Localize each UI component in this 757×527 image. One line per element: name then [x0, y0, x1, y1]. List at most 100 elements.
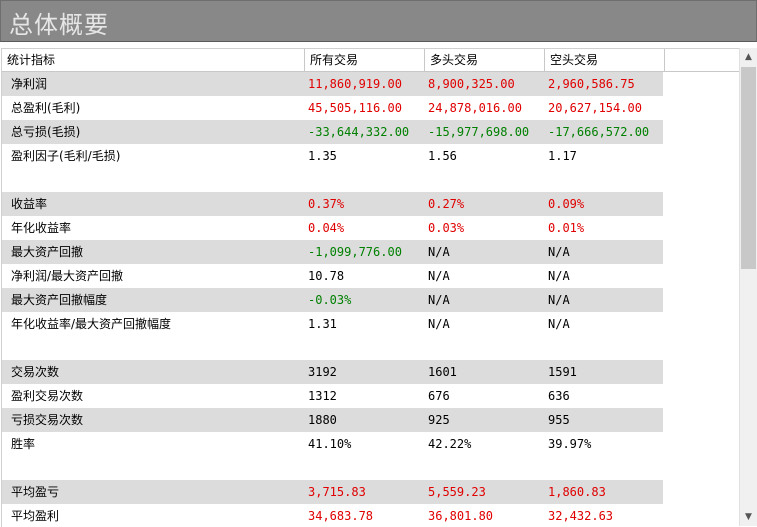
row-label: 亏损交易次数 — [11, 413, 84, 427]
table-header: 统计指标 所有交易 多头交易 空头交易 — [2, 49, 739, 72]
value-long-trades: 1601 — [428, 365, 457, 379]
table-row[interactable]: 净利润/最大资产回撤 10.78 N/A N/A — [2, 264, 739, 288]
table-row[interactable]: 胜率 41.10% 42.22% 39.97% — [2, 432, 739, 456]
table-spacer-row — [2, 336, 739, 360]
column-header-long-trades[interactable]: 多头交易 — [425, 49, 545, 71]
value-short-trades: 0.09% — [548, 197, 585, 211]
table-row[interactable]: 总盈利(毛利) 45,505,116.00 24,878,016.00 20,627,… — [2, 96, 739, 120]
value-short-trades: N/A — [548, 293, 570, 307]
scroll-thumb[interactable] — [741, 67, 756, 269]
value-all-trades: 1880 — [308, 413, 337, 427]
table-row[interactable]: 年化收益率 0.04% 0.03% 0.01% — [2, 216, 739, 240]
value-all-trades: 1.35 — [308, 149, 337, 163]
row-background — [2, 120, 663, 144]
value-long-trades: 8,900,325.00 — [428, 77, 515, 91]
value-all-trades: 34,683.78 — [308, 509, 374, 523]
value-long-trades: N/A — [428, 293, 450, 307]
table-row[interactable]: 最大资产回撤 -1,099,776.00 N/A N/A — [2, 240, 739, 264]
value-all-trades: 1312 — [308, 389, 337, 403]
table-row[interactable]: 净利润 11,860,919.00 8,900,325.00 2,960,586.75 — [2, 72, 739, 96]
value-all-trades: 45,505,116.00 — [308, 101, 402, 115]
table-row[interactable]: 最大资产回撤幅度 -0.03% N/A N/A — [2, 288, 739, 312]
table-spacer-row — [2, 168, 739, 192]
value-all-trades: 0.37% — [308, 197, 345, 211]
value-short-trades: N/A — [548, 245, 570, 259]
value-long-trades: 5,559.23 — [428, 485, 486, 499]
value-short-trades: 39.97% — [548, 437, 592, 451]
value-long-trades: 1.56 — [428, 149, 457, 163]
value-short-trades: 1591 — [548, 365, 577, 379]
row-label: 最大资产回撤幅度 — [11, 293, 108, 307]
row-background — [2, 480, 663, 504]
column-header-all-trades[interactable]: 所有交易 — [305, 49, 425, 71]
row-label: 总盈利(毛利) — [11, 101, 81, 115]
row-label: 净利润 — [11, 77, 48, 91]
table-row[interactable]: 盈利交易次数 1312 676 636 — [2, 384, 739, 408]
title-bar: 总体概要 — [0, 0, 757, 42]
table-row[interactable]: 平均盈亏 3,715.83 5,559.23 1,860.83 — [2, 480, 739, 504]
value-short-trades: 20,627,154.00 — [548, 101, 642, 115]
summary-table: 统计指标 所有交易 多头交易 空头交易 净利润 11,860,919.00 8,90… — [1, 48, 739, 527]
row-label: 平均盈亏 — [11, 485, 60, 499]
row-background — [2, 192, 663, 216]
table-row[interactable]: 平均盈利 34,683.78 36,801.80 32,432.63 — [2, 504, 739, 527]
value-long-trades: 0.03% — [428, 221, 465, 235]
table-row[interactable]: 总亏损(毛损) -33,644,332.00 -15,977,698.00 -17,6… — [2, 120, 739, 144]
value-long-trades: 42.22% — [428, 437, 472, 451]
column-header-short-trades[interactable]: 空头交易 — [545, 49, 665, 71]
row-label: 盈利因子(毛利/毛损) — [11, 149, 121, 163]
value-long-trades: N/A — [428, 317, 450, 331]
value-all-trades: 3,715.83 — [308, 485, 366, 499]
row-label: 最大资产回撤 — [11, 245, 84, 259]
value-all-trades: 0.04% — [308, 221, 345, 235]
row-label: 盈利交易次数 — [11, 389, 84, 403]
value-short-trades: 636 — [548, 389, 570, 403]
vertical-scrollbar[interactable]: ▲ ▼ — [739, 48, 757, 526]
value-long-trades: 925 — [428, 413, 450, 427]
page-title: 总体概要 — [9, 11, 109, 39]
row-label: 年化收益率/最大资产回撤幅度 — [11, 317, 172, 331]
row-label: 年化收益率 — [11, 221, 72, 235]
value-all-trades: 3192 — [308, 365, 337, 379]
value-long-trades: N/A — [428, 269, 450, 283]
value-short-trades: -17,666,572.00 — [548, 125, 650, 139]
value-all-trades: 11,860,919.00 — [308, 77, 402, 91]
scroll-up-icon[interactable]: ▲ — [745, 52, 752, 62]
value-short-trades: N/A — [548, 269, 570, 283]
value-short-trades: 2,960,586.75 — [548, 77, 635, 91]
table-row[interactable]: 盈利因子(毛利/毛损) 1.35 1.56 1.17 — [2, 144, 739, 168]
value-all-trades: 41.10% — [308, 437, 352, 451]
value-long-trades: 36,801.80 — [428, 509, 494, 523]
value-all-trades: -1,099,776.00 — [308, 245, 402, 259]
row-label: 总亏损(毛损) — [11, 125, 81, 139]
value-long-trades: 24,878,016.00 — [428, 101, 522, 115]
value-all-trades: -0.03% — [308, 293, 352, 307]
value-long-trades: 0.27% — [428, 197, 465, 211]
value-all-trades: 1.31 — [308, 317, 337, 331]
row-label: 交易次数 — [11, 365, 60, 379]
value-all-trades: -33,644,332.00 — [308, 125, 410, 139]
scroll-down-icon[interactable]: ▼ — [745, 512, 752, 522]
row-label: 收益率 — [11, 197, 48, 211]
value-short-trades: 1,860.83 — [548, 485, 606, 499]
value-long-trades: 676 — [428, 389, 450, 403]
value-short-trades: 1.17 — [548, 149, 577, 163]
value-long-trades: -15,977,698.00 — [428, 125, 530, 139]
value-short-trades: 955 — [548, 413, 570, 427]
row-label: 平均盈利 — [11, 509, 60, 523]
row-background — [2, 288, 663, 312]
value-all-trades: 10.78 — [308, 269, 345, 283]
table-row[interactable]: 收益率 0.37% 0.27% 0.09% — [2, 192, 739, 216]
row-background — [2, 72, 663, 96]
table-row[interactable]: 亏损交易次数 1880 925 955 — [2, 408, 739, 432]
table-body: 净利润 11,860,919.00 8,900,325.00 2,960,586.75… — [2, 72, 739, 527]
value-long-trades: N/A — [428, 245, 450, 259]
table-row[interactable]: 交易次数 3192 1601 1591 — [2, 360, 739, 384]
row-background — [2, 360, 663, 384]
row-label: 胜率 — [11, 437, 36, 451]
row-label: 净利润/最大资产回撤 — [11, 269, 124, 283]
table-spacer-row — [2, 456, 739, 480]
column-header-metric[interactable]: 统计指标 — [2, 49, 305, 71]
table-row[interactable]: 年化收益率/最大资产回撤幅度 1.31 N/A N/A — [2, 312, 739, 336]
row-background — [2, 240, 663, 264]
